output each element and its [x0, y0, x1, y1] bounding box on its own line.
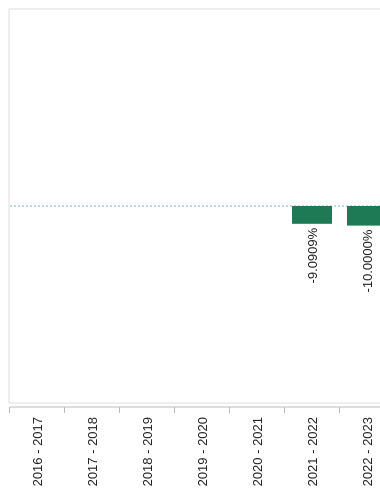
bars — [292, 206, 380, 226]
x-tick-label: 2017 - 2018 — [85, 417, 100, 486]
data-label: -10.0000% — [360, 229, 375, 292]
x-tick-label: 2019 - 2020 — [195, 417, 210, 486]
x-axis-tick-labels: 2016 - 2017 2017 - 2018 2018 - 2019 2019 - … — [30, 417, 375, 486]
bar — [292, 206, 332, 224]
x-tick-label: 2016 - 2017 — [30, 417, 45, 486]
x-tick-label: 2021 - 2022 — [305, 417, 320, 486]
x-axis-ticks — [9, 407, 340, 413]
x-tick-label: 2020 - 2021 — [250, 417, 265, 486]
x-tick-label: 2018 - 2019 — [140, 417, 155, 486]
data-label: -9.0909% — [305, 227, 320, 283]
data-labels: -9.0909% -10.0000% — [305, 227, 375, 292]
bar — [347, 206, 380, 226]
x-tick-label: 2022 - 2023 — [360, 417, 375, 486]
